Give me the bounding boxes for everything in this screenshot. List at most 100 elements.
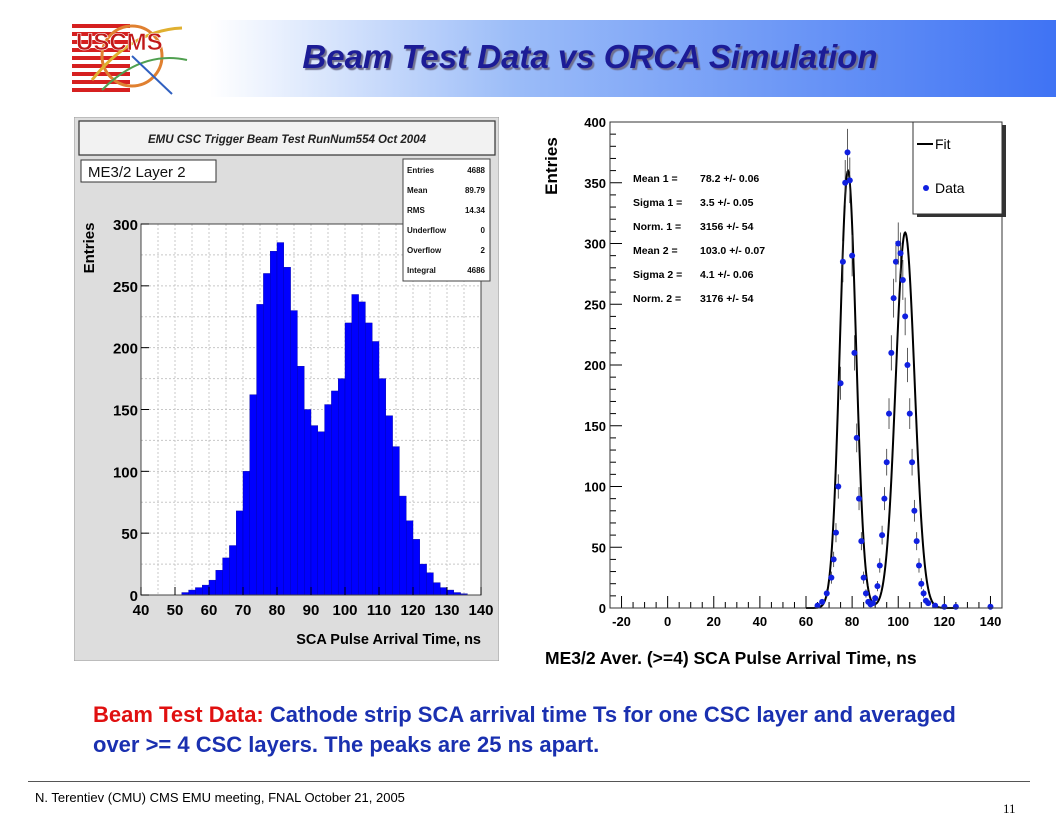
x-tick-label: 40 — [753, 614, 767, 629]
histogram-bar — [344, 322, 353, 596]
histogram-bar — [426, 572, 434, 596]
histogram-bar — [276, 242, 284, 596]
x-tick-label: 60 — [799, 614, 813, 629]
histogram-bar — [446, 589, 455, 596]
stats-label: Overflow — [407, 246, 442, 255]
fit-param-label: Norm. 1 = — [633, 221, 681, 233]
y-tick-label: 300 — [584, 237, 606, 252]
histogram-bar — [317, 431, 325, 596]
data-point — [849, 252, 856, 259]
histogram-bar — [188, 589, 196, 596]
data-point — [862, 590, 869, 597]
histogram-bar — [297, 366, 305, 596]
data-point — [881, 495, 888, 502]
data-point — [823, 590, 830, 597]
histogram-bar — [229, 545, 237, 596]
data-point — [920, 590, 927, 597]
stats-value: 14.34 — [465, 206, 486, 215]
fit-param-label: Sigma 2 = — [633, 269, 682, 281]
fit-param-value: 4.1 +/- 0.06 — [700, 269, 754, 281]
data-point — [897, 250, 904, 257]
x-tick-label: 130 — [434, 602, 459, 619]
data-point — [832, 529, 839, 536]
plot-frame — [609, 121, 1003, 609]
histogram-bar — [310, 425, 319, 596]
x-tick-label: 120 — [400, 602, 425, 619]
data-point — [895, 240, 902, 247]
y-tick-label: 0 — [130, 588, 138, 605]
x-tick-label: 140 — [980, 614, 1002, 629]
y-tick-label: 50 — [121, 526, 138, 543]
y-axis-label: Entries — [542, 137, 561, 195]
histogram-bar — [385, 415, 393, 596]
subtitle-box — [80, 159, 217, 183]
data-point — [904, 362, 911, 368]
y-tick-label: 0 — [599, 601, 606, 616]
stats-value: 0 — [481, 226, 486, 235]
histogram-bar — [324, 404, 332, 596]
data-point — [837, 380, 844, 387]
fit-param-value: 3.5 +/- 0.05 — [700, 197, 754, 209]
x-tick-label: 120 — [934, 614, 956, 629]
fit-param-label: Norm. 2 = — [633, 293, 681, 305]
x-tick-label: 60 — [201, 602, 218, 619]
legend-label-data: Data — [935, 180, 965, 196]
histogram-bar — [303, 409, 312, 596]
stats-label: Integral — [407, 266, 436, 275]
x-tick-label: 50 — [167, 602, 184, 619]
page-number: 11 — [1003, 801, 1016, 816]
data-point — [814, 602, 821, 609]
y-tick-label: 150 — [113, 403, 138, 420]
stats-label: RMS — [407, 206, 425, 215]
fit-param-label: Mean 2 = — [633, 245, 678, 257]
stats-value: 4688 — [467, 166, 485, 175]
data-point — [819, 598, 826, 605]
data-point — [842, 179, 849, 186]
histogram-bar — [269, 251, 278, 596]
histogram-bar — [440, 587, 448, 596]
histogram-bar — [222, 557, 230, 596]
data-point — [915, 562, 922, 569]
data-point — [952, 603, 959, 610]
data-point — [858, 538, 865, 545]
histogram-bar — [242, 471, 251, 596]
title-banner — [72, 20, 1056, 97]
y-tick-label: 250 — [584, 297, 606, 312]
stats-value: 4686 — [467, 266, 485, 275]
fit-param-value: 103.0 +/- 0.07 — [700, 245, 765, 257]
fit-chart: -20 0 20 40 60 80 100 120 140 0 50 100 150 200 250 300 3… — [542, 115, 1006, 668]
fit-param-value: 3156 +/- 54 — [700, 221, 754, 233]
fit-param-label: Sigma 1 = — [633, 197, 682, 209]
stats-value: 2 — [481, 246, 486, 255]
stats-label: Mean — [407, 186, 428, 195]
legend-label-fit: Fit — [935, 136, 951, 152]
histogram-bar — [283, 267, 291, 596]
histogram-bar — [208, 579, 217, 596]
data-point — [906, 410, 913, 417]
histogram-bar — [412, 539, 421, 596]
x-tick-label: 80 — [845, 614, 859, 629]
uscms-logo: USCMS — [72, 20, 192, 97]
histogram-bar — [378, 378, 386, 596]
x-tick-label: 80 — [269, 602, 286, 619]
y-tick-label: 250 — [113, 279, 138, 296]
data-point — [876, 562, 883, 569]
histogram-chart: EMU CSC Trigger Beam Test RunNum554 Oct … — [74, 117, 499, 661]
data-point — [932, 602, 939, 609]
histogram-bar — [263, 273, 271, 596]
histogram-bar — [290, 310, 298, 596]
slide-title: Beam Test Data vs ORCA Simulation — [302, 38, 878, 75]
fit-param-value: 78.2 +/- 0.06 — [700, 173, 759, 185]
data-point — [844, 149, 851, 156]
histogram-bar — [215, 570, 223, 596]
stats-label: Underflow — [407, 226, 447, 235]
caption-lead: Beam Test Data: — [93, 702, 264, 727]
data-point — [892, 258, 899, 265]
data-point — [869, 600, 876, 607]
histogram-bar — [433, 582, 441, 596]
histogram-bar — [235, 510, 244, 596]
data-point — [835, 483, 842, 490]
data-point — [856, 495, 863, 502]
data-point — [874, 583, 881, 590]
data-point — [899, 276, 906, 283]
